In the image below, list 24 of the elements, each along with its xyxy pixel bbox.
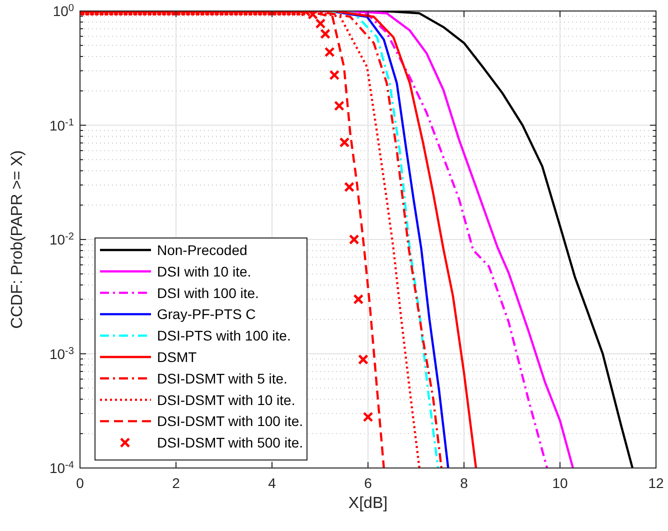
x-tick-label: 6: [364, 475, 372, 491]
x-tick-label: 0: [76, 475, 84, 491]
legend-label: DSMT: [157, 349, 198, 365]
legend-label: Non-Precoded: [157, 242, 248, 258]
legend-label: DSI-DSMT with 100 ite.: [157, 413, 304, 430]
legend-label: DSI-DSMT with 5 ite.: [157, 370, 288, 386]
x-tick-label: 10: [552, 475, 568, 491]
x-axis-title: X[dB]: [348, 495, 388, 512]
x-tick-label: 2: [172, 475, 180, 491]
y-tick-label: 10$^{-2}$: [49, 231, 74, 248]
y-tick-label: 10$^{-4}$: [49, 460, 74, 476]
x-tick-label: 8: [460, 475, 468, 491]
legend-label: DSI with 10 ite.: [157, 263, 252, 280]
legend-label: DSI with 100 ite.: [157, 284, 259, 301]
x-tick-label: 12: [648, 475, 664, 491]
y-tick-label: 10$^{0}$: [52, 2, 74, 19]
legend-label: DSI-DSMT with 500 ite.: [157, 434, 304, 451]
legend-label: DSI-DSMT with 10 ite.: [157, 392, 296, 408]
x-tick-label: 4: [268, 475, 276, 491]
legend-label: Gray-PF-PTS C: [157, 306, 256, 322]
y-axis-title: CCDF: Prob(PAPR >= X): [9, 150, 26, 329]
y-tick-label: 10$^{-1}$: [49, 116, 74, 134]
legend-label: DSI-PTS with 100 ite.: [157, 328, 291, 344]
y-tick-label: 10$^{-3}$: [49, 345, 74, 362]
